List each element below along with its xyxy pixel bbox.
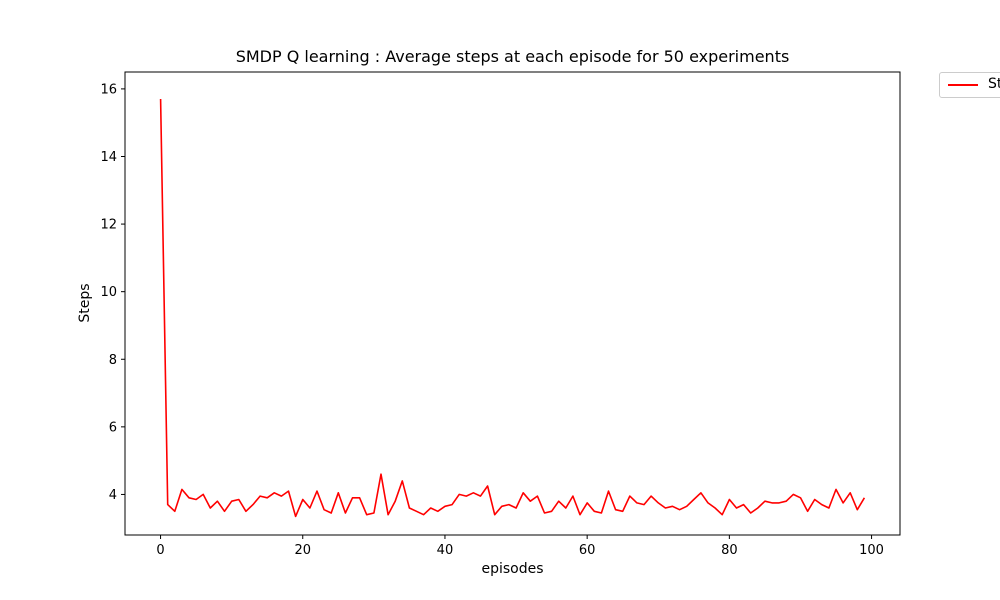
x-tick-label: 60 [579,543,596,558]
chart-title: SMDP Q learning : Average steps at each … [235,47,790,66]
series-line-st [159,98,866,518]
x-tick-label: 40 [437,543,454,558]
legend-swatch [948,84,978,86]
y-tick-label: 8 [109,353,117,368]
x-tick-label: 80 [721,543,738,558]
x-tick-label: 100 [859,543,884,558]
y-tick-label: 12 [100,218,117,233]
y-tick-label: 4 [109,488,117,503]
plot-area [124,71,901,536]
legend: St [939,72,1000,98]
y-tick-label: 6 [109,420,117,435]
legend-label: St [988,76,1000,92]
y-tick-label: 16 [100,82,117,97]
x-axis-label: episodes [481,561,544,577]
x-tick-label: 0 [156,543,164,558]
y-axis: 4 6 8 10 12 14 16 [100,82,125,503]
y-tick-label: 14 [100,150,117,165]
y-axis-label: Steps [77,283,93,323]
x-tick-label: 20 [294,543,311,558]
y-tick-label: 10 [100,285,117,300]
x-axis: 0 20 40 60 80 100 [156,535,884,558]
